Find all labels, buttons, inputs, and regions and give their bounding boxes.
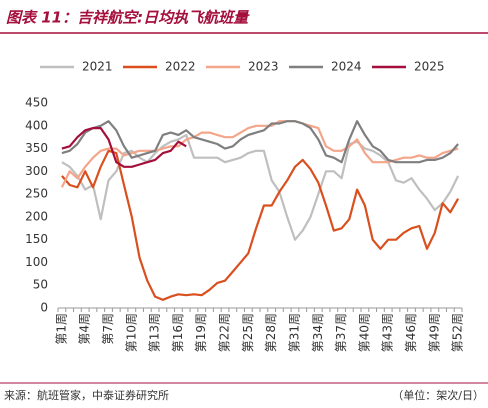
x-tick-label: 第16周: [171, 313, 185, 352]
x-tick-label: 第34周: [311, 313, 325, 352]
legend-label: 2025: [414, 60, 445, 74]
x-tick-label: 第28周: [264, 313, 278, 352]
x-tick-label: 第25周: [241, 313, 255, 352]
legend-label: 2022: [165, 60, 196, 74]
y-tick-label: 350: [25, 141, 48, 155]
x-tick-label: 第31周: [287, 313, 301, 352]
legend-label: 2024: [331, 60, 362, 74]
y-tick-label: 450: [25, 96, 48, 110]
series-line: [61, 127, 187, 168]
y-tick-label: 0: [40, 301, 48, 315]
x-tick-label: 第10周: [124, 313, 138, 352]
y-tick-label: 300: [25, 164, 48, 178]
x-tick-label: 第19周: [194, 313, 208, 352]
y-tick-label: 200: [25, 209, 48, 223]
x-tick-label: 第43周: [381, 313, 395, 352]
y-tick-label: 150: [25, 232, 48, 246]
x-tick-label: 第4周: [78, 313, 92, 345]
legend-label: 2021: [82, 60, 113, 74]
series-line: [61, 133, 460, 241]
source: 来源：航班管家，中泰证券研究所: [4, 388, 169, 402]
unit: （单位：架次/日）: [392, 388, 484, 402]
x-tick-label: 第7周: [101, 313, 115, 345]
y-tick-label: 250: [25, 187, 48, 201]
x-tick-label: 第22周: [218, 313, 232, 352]
x-tick-label: 第49周: [427, 313, 441, 352]
y-tick-label: 400: [25, 118, 48, 132]
x-tick-label: 第52周: [451, 313, 465, 352]
x-tick-label: 第1周: [54, 313, 68, 345]
chart-title: 图表 11：吉祥航空:日均执飞航班量: [6, 9, 250, 27]
series-line: [61, 120, 459, 164]
y-tick-label: 50: [33, 278, 48, 292]
x-tick-label: 第40周: [357, 313, 371, 352]
x-tick-label: 第46周: [404, 313, 418, 352]
x-tick-label: 第13周: [148, 313, 162, 352]
x-tick-label: 第37周: [334, 313, 348, 352]
series-line: [61, 149, 460, 301]
legend-label: 2023: [248, 60, 279, 74]
y-tick-label: 100: [25, 255, 48, 269]
